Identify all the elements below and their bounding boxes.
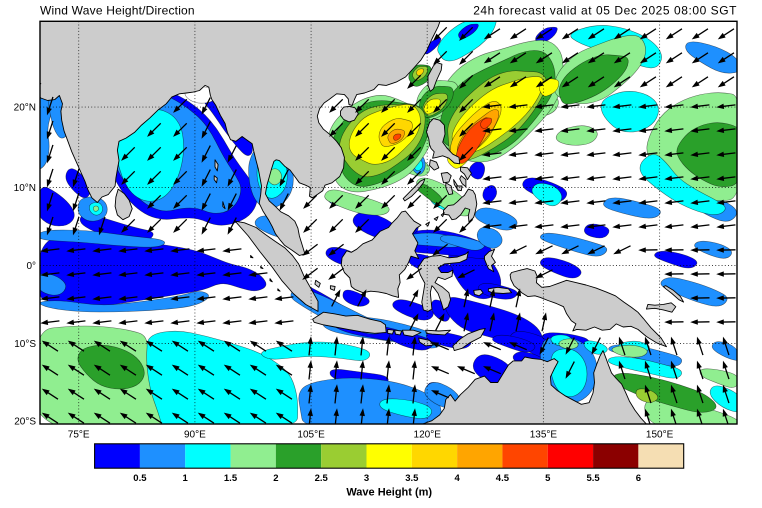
svg-text:3: 3 bbox=[364, 473, 369, 484]
svg-text:10°S: 10°S bbox=[14, 339, 36, 350]
svg-text:Wave Height (m): Wave Height (m) bbox=[346, 487, 432, 499]
svg-text:90°E: 90°E bbox=[184, 430, 206, 441]
svg-text:20°S: 20°S bbox=[14, 417, 36, 428]
svg-text:4: 4 bbox=[454, 473, 460, 484]
svg-text:105°E: 105°E bbox=[297, 430, 325, 441]
svg-text:1.5: 1.5 bbox=[224, 473, 238, 484]
svg-text:135°E: 135°E bbox=[530, 430, 558, 441]
svg-text:5.5: 5.5 bbox=[586, 473, 600, 484]
svg-text:24h forecast valid at 05 Dec 2: 24h forecast valid at 05 Dec 2025 08:00 … bbox=[473, 4, 737, 18]
svg-text:2: 2 bbox=[273, 473, 278, 484]
svg-text:120°E: 120°E bbox=[414, 430, 442, 441]
svg-text:Wind Wave Height/Direction: Wind Wave Height/Direction bbox=[40, 4, 195, 18]
svg-text:75°E: 75°E bbox=[68, 430, 90, 441]
svg-text:1: 1 bbox=[183, 473, 189, 484]
svg-text:10°N: 10°N bbox=[14, 183, 36, 194]
svg-text:20°N: 20°N bbox=[14, 103, 36, 114]
svg-text:2.5: 2.5 bbox=[315, 473, 329, 484]
svg-text:5: 5 bbox=[545, 473, 551, 484]
svg-text:3.5: 3.5 bbox=[405, 473, 419, 484]
svg-text:150°E: 150°E bbox=[646, 430, 674, 441]
svg-text:6: 6 bbox=[636, 473, 641, 484]
svg-text:4.5: 4.5 bbox=[496, 473, 510, 484]
svg-text:0°: 0° bbox=[26, 261, 36, 272]
svg-text:0.5: 0.5 bbox=[133, 473, 147, 484]
